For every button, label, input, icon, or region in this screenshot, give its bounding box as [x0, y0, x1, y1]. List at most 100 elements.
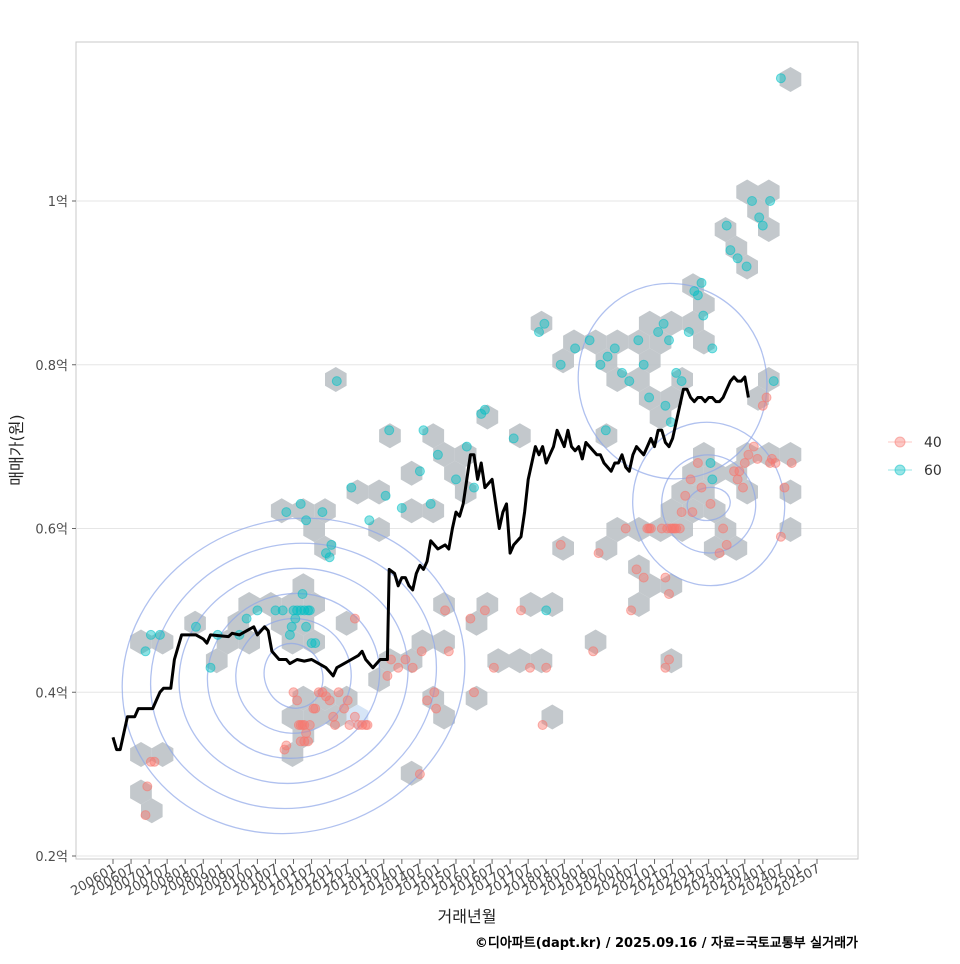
scatter-point-60: [191, 621, 201, 632]
hexbin-cell: [628, 367, 650, 392]
scatter-point-40: [349, 613, 360, 624]
scatter-point-40: [620, 523, 631, 534]
scatter-point-40: [757, 400, 768, 411]
hexbin-cell: [368, 479, 390, 505]
scatter-point-60: [754, 212, 765, 223]
y-tick-label: 0.8억: [35, 359, 68, 374]
scatter-point-40: [328, 711, 339, 722]
scatter-point-60: [534, 327, 544, 337]
hexbin-cell: [303, 517, 325, 542]
hexbin-cell: [151, 742, 174, 767]
density-contour: [149, 542, 438, 810]
scatter-point-60: [765, 196, 776, 206]
scatter-point-60: [539, 318, 550, 329]
hexbin-cell: [476, 404, 499, 430]
hexbin-cell: [682, 310, 704, 336]
hexbin-cell: [400, 460, 423, 486]
scatter-point-60: [380, 490, 391, 501]
scatter-point-60: [140, 646, 151, 657]
hexbin-cell: [509, 423, 531, 449]
hexbin-cell: [638, 385, 661, 411]
scatter-point-60: [145, 629, 156, 640]
scatter-point-60: [479, 404, 490, 415]
scatter-point-40: [721, 539, 732, 550]
hexbin-cell: [433, 442, 455, 467]
hexbin-layer: [130, 67, 802, 824]
legend-label-60: 60: [924, 463, 942, 479]
hexbin-cell: [422, 498, 445, 524]
scatter-point-40: [770, 458, 781, 468]
scatter-point-40: [301, 728, 312, 739]
scatter-point-60: [396, 503, 407, 513]
scatter-point-60: [725, 245, 736, 256]
scatter-point-40: [292, 695, 303, 706]
hexbin-cell: [541, 592, 564, 617]
scatter-point-40: [685, 474, 696, 485]
scatter-point-60: [617, 367, 627, 378]
scatter-point-40: [748, 441, 759, 452]
scatter-point-40: [288, 687, 299, 698]
hexbin-cell: [638, 348, 661, 374]
hexbin-cell: [736, 442, 758, 467]
scatter-point-40: [145, 756, 156, 767]
scatter-point-40: [465, 613, 476, 624]
scatter-point-60: [600, 425, 611, 436]
scatter-point-60: [290, 613, 301, 624]
scatter-point-60: [425, 498, 436, 509]
hexbin-cell: [400, 498, 423, 524]
legend: 40 60: [888, 435, 942, 479]
scatter-point-40: [732, 474, 743, 485]
scatter-point-40: [743, 449, 754, 460]
scatter-point-60: [281, 507, 292, 518]
scatter-point-40: [779, 482, 790, 493]
scatter-point-60: [286, 621, 297, 632]
scatter-point-40: [660, 572, 671, 583]
average-line-layer: [111, 375, 750, 752]
hexbin-cell: [270, 610, 293, 636]
scatter-point-60: [609, 343, 620, 354]
hexbin-cell: [130, 779, 152, 805]
density-contours: [121, 282, 786, 835]
scatter-point-40: [645, 523, 656, 534]
scatter-point-40: [344, 720, 355, 730]
scatter-point-40: [295, 736, 306, 747]
y-axis-title: 매매가(원): [7, 414, 26, 485]
hexbin-cell: [606, 329, 629, 355]
scatter-point-40: [414, 769, 425, 780]
scatter-point-40: [440, 605, 451, 616]
hexbin-cell: [671, 517, 693, 542]
scatter-point-40: [729, 466, 739, 477]
hexbin-cell: [714, 517, 737, 542]
scatter-point-60: [541, 605, 552, 616]
y-axis-ticks: 0.2억 0.4억 0.6억 0.8억 1억: [35, 195, 76, 865]
scatter-point-40: [431, 703, 442, 714]
hexbin-cell: [660, 385, 683, 411]
density-contour: [632, 421, 786, 587]
hexbin-cell: [671, 367, 693, 392]
scatter-point-60: [414, 466, 425, 477]
scatter-point-40: [775, 531, 786, 542]
hexbin-cell: [346, 479, 369, 505]
scatter-point-40: [142, 781, 153, 792]
scatter-point-60: [692, 290, 703, 301]
hexbin-cell: [606, 367, 629, 392]
hexbin-cell: [693, 292, 715, 317]
scatter-point-40: [140, 810, 151, 821]
scatter-point-60: [698, 310, 709, 321]
scatter-point-60: [301, 621, 312, 632]
scatter-point-40: [555, 539, 566, 550]
legend-key-60: [894, 464, 906, 476]
scatter-point-40: [718, 523, 729, 534]
scatter-point-40: [660, 662, 671, 673]
hexbin-cell: [638, 573, 661, 599]
density-contour: [178, 567, 409, 785]
scatter-point-40: [687, 507, 698, 518]
scatter-point-60: [665, 417, 676, 428]
scatter-point-60: [595, 359, 606, 370]
scatter-point-60: [696, 277, 707, 288]
hexbin-cell: [433, 629, 455, 655]
hexbin-cell: [335, 610, 358, 636]
scatter-point-40: [382, 670, 393, 681]
scatter-point-40: [541, 662, 552, 673]
